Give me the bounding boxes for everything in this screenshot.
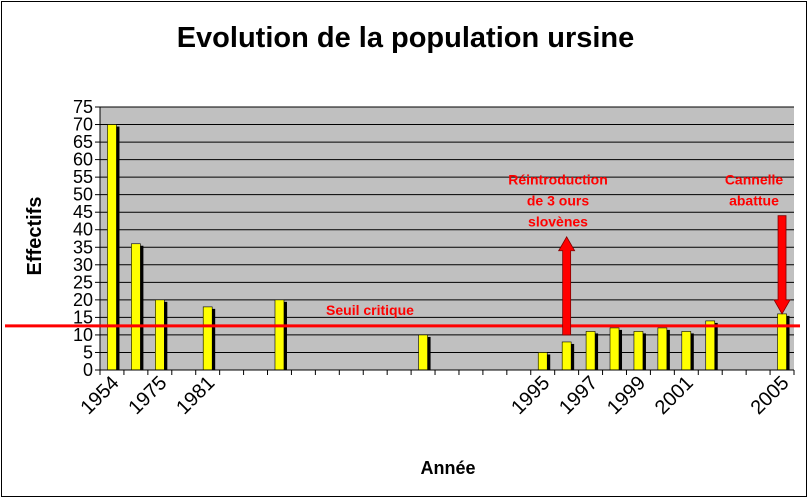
y-tick-label: 10 (73, 325, 93, 345)
x-tick-label: 1999 (603, 372, 650, 419)
bar (155, 299, 165, 371)
bar (107, 124, 117, 371)
bar (274, 299, 285, 371)
y-tick-label: 65 (73, 132, 93, 152)
bar (537, 352, 548, 371)
y-tick-label: 35 (73, 237, 93, 257)
y-tick-label: 25 (73, 272, 93, 292)
y-tick-label: 45 (73, 202, 93, 222)
bar (585, 331, 596, 371)
annotation-label: slovènes (528, 214, 588, 230)
x-tick-label: 2005 (747, 372, 794, 419)
y-tick-label: 5 (83, 342, 93, 362)
y-tick-label: 75 (73, 97, 93, 117)
annotation-label: abattue (729, 193, 779, 209)
gridlines (100, 106, 794, 353)
bar (777, 313, 787, 371)
annotation-arrow (557, 235, 576, 336)
bar (657, 327, 668, 371)
bar (609, 327, 620, 371)
annotation-label: Réintroduction (508, 172, 608, 188)
bar (202, 306, 213, 371)
x-tick-label: 2001 (651, 372, 698, 419)
y-tick-label: 0 (83, 360, 93, 380)
y-tick-label: 50 (73, 185, 93, 205)
axes (95, 106, 795, 375)
bars (107, 124, 790, 371)
y-tick-label: 20 (73, 290, 93, 310)
x-tick-labels: 1954 1975 1981 1995 1997 1999 2001 2005 (76, 372, 793, 419)
bar (705, 320, 716, 371)
annotation-label: de 3 ours (527, 193, 589, 209)
x-tick-label: 1975 (124, 372, 171, 419)
x-tick-label: 1995 (507, 372, 554, 419)
threshold-group: Seuil critique (5, 302, 800, 328)
x-tick-label: 1997 (555, 372, 602, 419)
bar (681, 331, 692, 371)
annotations: Réintroduction de 3 ours slovènes Cannelle a… (508, 172, 791, 336)
y-tick-label: 55 (73, 167, 93, 187)
bar (418, 334, 428, 371)
y-axis-label: Effectifs (24, 197, 46, 276)
annotation-label: Cannelle (725, 172, 784, 188)
y-tick-label: 60 (73, 150, 93, 170)
y-tick-label: 15 (73, 307, 93, 327)
y-tick-label: 30 (73, 255, 93, 275)
y-tick-label: 40 (73, 220, 93, 240)
y-tick-label: 70 (73, 115, 93, 135)
bar (561, 341, 572, 371)
x-tick-label: 1981 (172, 372, 219, 419)
threshold-label: Seuil critique (326, 302, 414, 318)
chart-title: Evolution de la population ursine (176, 22, 635, 54)
bar (633, 331, 644, 371)
annotation-arrow (773, 215, 791, 315)
x-axis-label: Année (420, 458, 475, 478)
bar (131, 243, 141, 371)
